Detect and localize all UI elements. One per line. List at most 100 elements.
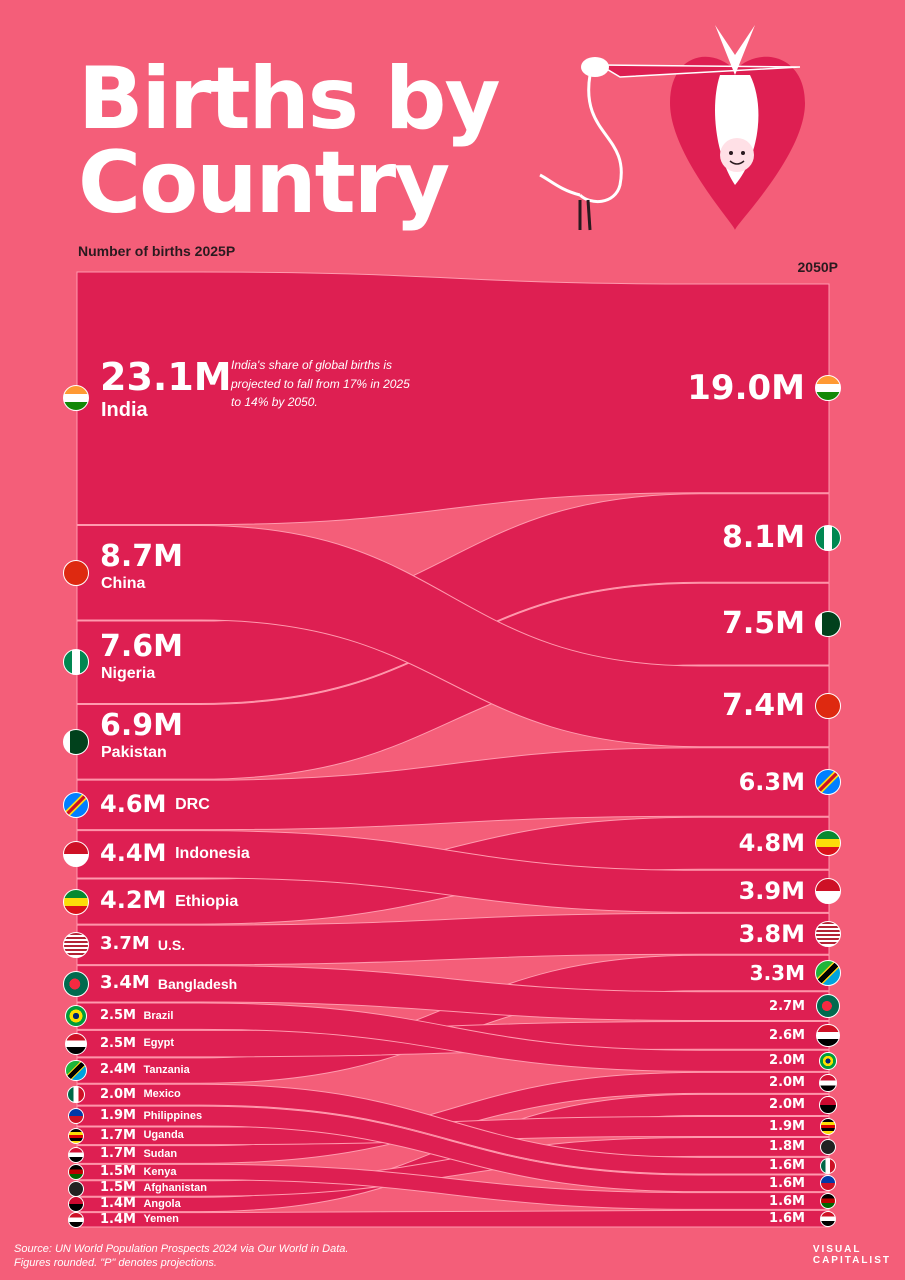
drc-flag-icon xyxy=(63,791,89,818)
country-label-pakistan: Pakistan xyxy=(101,744,167,762)
value-2050-angola: 2.0M xyxy=(769,1097,805,1113)
pakistan-flag-icon xyxy=(815,611,841,638)
country-label-ethiopia: Ethiopia xyxy=(175,892,239,910)
value-2025-philippines: 1.9M xyxy=(100,1107,136,1123)
country-label-egypt: Egypt xyxy=(143,1037,174,1050)
value-2050-bangladesh: 2.7M xyxy=(769,998,805,1014)
value-2050-china: 7.4M xyxy=(722,688,805,724)
china-flag-icon xyxy=(63,559,89,586)
yemen-flag-icon xyxy=(820,1210,836,1227)
ribbon-philippines xyxy=(76,1105,830,1193)
value-2025-afghanistan: 1.5M xyxy=(100,1180,136,1196)
country-label-angola: Angola xyxy=(143,1197,181,1210)
value-2025-sudan: 1.7M xyxy=(100,1146,136,1162)
mexico-flag-icon xyxy=(67,1085,85,1104)
afghanistan-flag-icon xyxy=(68,1180,84,1197)
brand-logo: VISUAL CAPITALIST xyxy=(813,1244,891,1266)
value-2025-brazil: 2.5M xyxy=(100,1008,136,1024)
value-2025-china: 8.7M xyxy=(100,539,183,575)
country-label-philippines: Philippines xyxy=(143,1109,203,1122)
value-2025-india: 23.1M xyxy=(100,355,232,399)
sudan-flag-icon xyxy=(819,1074,837,1092)
country-label-tanzania: Tanzania xyxy=(143,1064,190,1077)
ethiopia-flag-icon xyxy=(815,830,841,857)
value-2050-uganda: 1.9M xyxy=(769,1118,805,1134)
country-label-us: U.S. xyxy=(157,936,186,953)
kenya-flag-icon xyxy=(68,1164,84,1181)
brazil-flag-icon xyxy=(819,1051,837,1070)
value-2025-uganda: 1.7M xyxy=(100,1127,136,1143)
country-label-brazil: Brazil xyxy=(143,1009,174,1022)
stork-baby-illustration xyxy=(539,25,805,231)
country-label-nigeria: Nigeria xyxy=(101,664,156,682)
value-2050-sudan: 2.0M xyxy=(769,1075,805,1091)
value-2025-tanzania: 2.4M xyxy=(100,1062,136,1078)
country-label-yemen: Yemen xyxy=(143,1213,179,1226)
china-flag-icon xyxy=(815,693,841,720)
brand-line-1: VISUAL xyxy=(812,1244,862,1255)
uganda-flag-icon xyxy=(68,1127,84,1144)
value-2050-philippines: 1.6M xyxy=(769,1175,805,1191)
value-2050-kenya: 1.6M xyxy=(769,1193,805,1209)
title-line-2: Country xyxy=(78,133,450,233)
ethiopia-flag-icon xyxy=(63,888,89,915)
value-2050-mexico: 1.6M xyxy=(769,1158,805,1174)
country-label-sudan: Sudan xyxy=(143,1148,178,1160)
egypt-flag-icon xyxy=(64,1032,88,1055)
ribbon-india xyxy=(76,271,830,526)
value-2025-ethiopia: 4.2M xyxy=(100,886,167,915)
country-label-bangladesh: Bangladesh xyxy=(157,975,238,992)
ribbon-brazil xyxy=(76,1002,830,1072)
value-2050-brazil: 2.0M xyxy=(769,1053,805,1069)
us-flag-icon xyxy=(63,931,89,958)
india-flag-icon xyxy=(63,385,89,412)
india-annotation: India's share of global births is projec… xyxy=(231,358,410,410)
brazil-flag-icon xyxy=(64,1005,88,1028)
angola-flag-icon xyxy=(819,1096,837,1114)
pakistan-flag-icon xyxy=(63,728,89,755)
bangladesh-flag-icon xyxy=(63,970,89,997)
nigeria-flag-icon xyxy=(63,649,89,676)
indonesia-flag-icon xyxy=(815,878,841,905)
left-axis-label: Number of births 2025P xyxy=(78,243,236,259)
value-2025-yemen: 1.4M xyxy=(100,1211,136,1227)
value-2050-tanzania: 3.3M xyxy=(749,961,805,985)
country-label-afghanistan: Afghanistan xyxy=(143,1182,207,1195)
afghanistan-flag-icon xyxy=(820,1138,836,1155)
indonesia-flag-icon xyxy=(63,841,89,868)
title-line-1: Births by xyxy=(78,49,501,149)
country-label-mexico: Mexico xyxy=(143,1088,181,1101)
mexico-flag-icon xyxy=(820,1157,836,1174)
yemen-flag-icon xyxy=(68,1211,84,1228)
source-footer: Source: UN World Population Prospects 20… xyxy=(14,1242,348,1271)
value-2025-nigeria: 7.6M xyxy=(100,628,183,664)
rounding-note: Figures rounded. "P" denotes projections… xyxy=(14,1257,217,1270)
value-2025-angola: 1.4M xyxy=(100,1196,136,1212)
value-2050-pakistan: 7.5M xyxy=(722,606,805,642)
us-flag-icon xyxy=(815,920,841,947)
value-2025-drc: 4.6M xyxy=(100,789,167,818)
ribbon-afghanistan xyxy=(76,1136,830,1197)
tanzania-flag-icon xyxy=(815,960,841,986)
uganda-flag-icon xyxy=(819,1118,837,1135)
value-2050-us: 3.8M xyxy=(738,919,805,948)
value-2025-kenya: 1.5M xyxy=(100,1163,136,1179)
country-label-indonesia: Indonesia xyxy=(175,845,250,863)
egypt-flag-icon xyxy=(816,1023,840,1048)
value-2050-nigeria: 8.1M xyxy=(722,519,805,555)
value-2025-mexico: 2.0M xyxy=(100,1086,136,1102)
value-2025-egypt: 2.5M xyxy=(100,1035,136,1051)
value-2025-bangladesh: 3.4M xyxy=(100,971,150,993)
ribbon-china xyxy=(76,525,830,748)
ribbon-indonesia xyxy=(76,830,830,913)
ribbon-mexico xyxy=(76,1083,830,1175)
ribbon-us xyxy=(76,912,830,966)
value-2025-pakistan: 6.9M xyxy=(100,708,183,744)
country-label-drc: DRC xyxy=(175,795,210,813)
value-2050-egypt: 2.6M xyxy=(769,1027,805,1043)
country-label-india: India xyxy=(101,399,148,421)
philippines-flag-icon xyxy=(820,1175,836,1192)
source-line: Source: UN World Population Prospects 20… xyxy=(14,1243,349,1255)
